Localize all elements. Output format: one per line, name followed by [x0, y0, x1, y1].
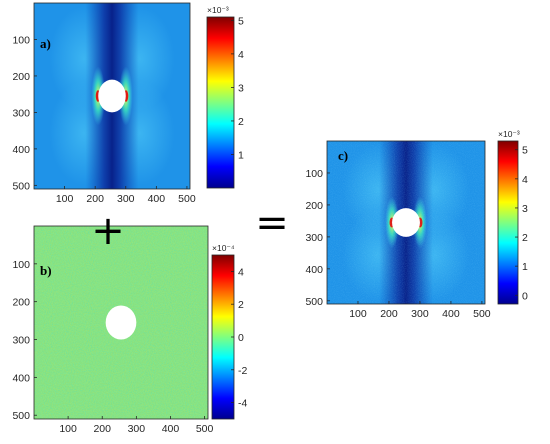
panel-label: b): [40, 263, 52, 278]
colorbar-tick-label: 3: [522, 203, 528, 215]
y-tick-label: 400: [12, 372, 30, 384]
panel-b: 100 200 300 400 500 100 200 300 400 500 b) 4 2 0 -2 -4 ×…: [12, 225, 247, 435]
x-tick-label: 200: [86, 193, 104, 205]
y-tick-label: 500: [12, 410, 30, 422]
circular-hole: [105, 305, 137, 340]
plus-operator: +: [91, 208, 125, 254]
y-tick-label: 100: [12, 259, 30, 271]
x-tick-label: 500: [473, 308, 491, 320]
colorbar: [206, 16, 235, 189]
y-tick-label: 400: [305, 264, 323, 276]
colorbar-tick-label: 2: [522, 232, 528, 244]
x-tick-label: 300: [411, 308, 429, 320]
colorbar-tick-label: 5: [522, 145, 528, 157]
y-tick-label: 300: [12, 335, 30, 347]
colorbar-tick-label: 0: [522, 290, 528, 302]
colorbar-tick-label: 0: [238, 332, 244, 344]
y-tick-label: 200: [305, 200, 323, 212]
colorbar-exponent: ×10⁻⁴: [212, 243, 235, 253]
colorbar-tick-label: 4: [238, 266, 244, 278]
circular-hole: [98, 79, 126, 113]
y-tick-label: 300: [12, 107, 30, 119]
y-tick-label: 400: [12, 144, 30, 156]
colorbar-tick-label: 4: [522, 174, 528, 186]
plot-axes: [33, 225, 209, 420]
heatmap-image: [327, 141, 485, 304]
colorbar-tick-label: 5: [238, 15, 244, 27]
x-tick-label: 300: [128, 423, 146, 435]
plot-axes: [326, 140, 486, 305]
x-tick-label: 400: [442, 308, 460, 320]
colorbar-exponent: ×10⁻³: [207, 5, 229, 15]
colorbar: [211, 254, 235, 420]
circular-hole: [392, 208, 420, 237]
y-tick-label: 200: [12, 71, 30, 83]
colorbar-tick-label: 4: [238, 49, 244, 61]
y-tick-label: 500: [12, 180, 30, 192]
x-tick-label: 400: [162, 423, 180, 435]
colorbar-tick-label: -4: [238, 398, 247, 410]
x-tick-label: 500: [178, 193, 196, 205]
heatmap-image: [34, 226, 208, 419]
colorbar-tick-label: 1: [238, 149, 244, 161]
y-tick-label: 100: [305, 168, 323, 180]
x-tick-label: 200: [380, 308, 398, 320]
x-tick-label: 200: [93, 423, 111, 435]
y-tick-label: 500: [305, 296, 323, 308]
colorbar-tick-label: 3: [238, 82, 244, 94]
colorbar-tick-label: 2: [238, 116, 244, 128]
y-tick-label: 100: [12, 34, 30, 46]
colorbar-tick-label: -2: [238, 365, 247, 377]
panel-a: 100 200 300 400 500 100 200 300 400 500 a) 1 2 3 4 5 ×10…: [12, 2, 244, 205]
colorbar-tick-label: 1: [522, 261, 528, 273]
x-tick-label: 100: [56, 193, 74, 205]
panel-label: a): [40, 36, 51, 51]
y-tick-label: 200: [12, 297, 30, 309]
panel-label: c): [338, 148, 348, 163]
colorbar-exponent: ×10⁻³: [498, 129, 520, 139]
x-tick-label: 300: [117, 193, 135, 205]
plot-axes: [33, 2, 191, 190]
x-tick-label: 400: [148, 193, 166, 205]
panel-c: 100 200 300 400 500 100 200 300 400 500 c) 5 4 3 2 1 0 ×1…: [305, 129, 528, 320]
x-tick-label: 100: [349, 308, 367, 320]
colorbar: [497, 140, 519, 305]
equals-operator: =: [255, 200, 289, 246]
x-tick-label: 100: [59, 423, 77, 435]
x-tick-label: 500: [196, 423, 214, 435]
colorbar-tick-label: 2: [238, 299, 244, 311]
heatmap-image: [34, 3, 190, 189]
y-tick-label: 300: [305, 232, 323, 244]
